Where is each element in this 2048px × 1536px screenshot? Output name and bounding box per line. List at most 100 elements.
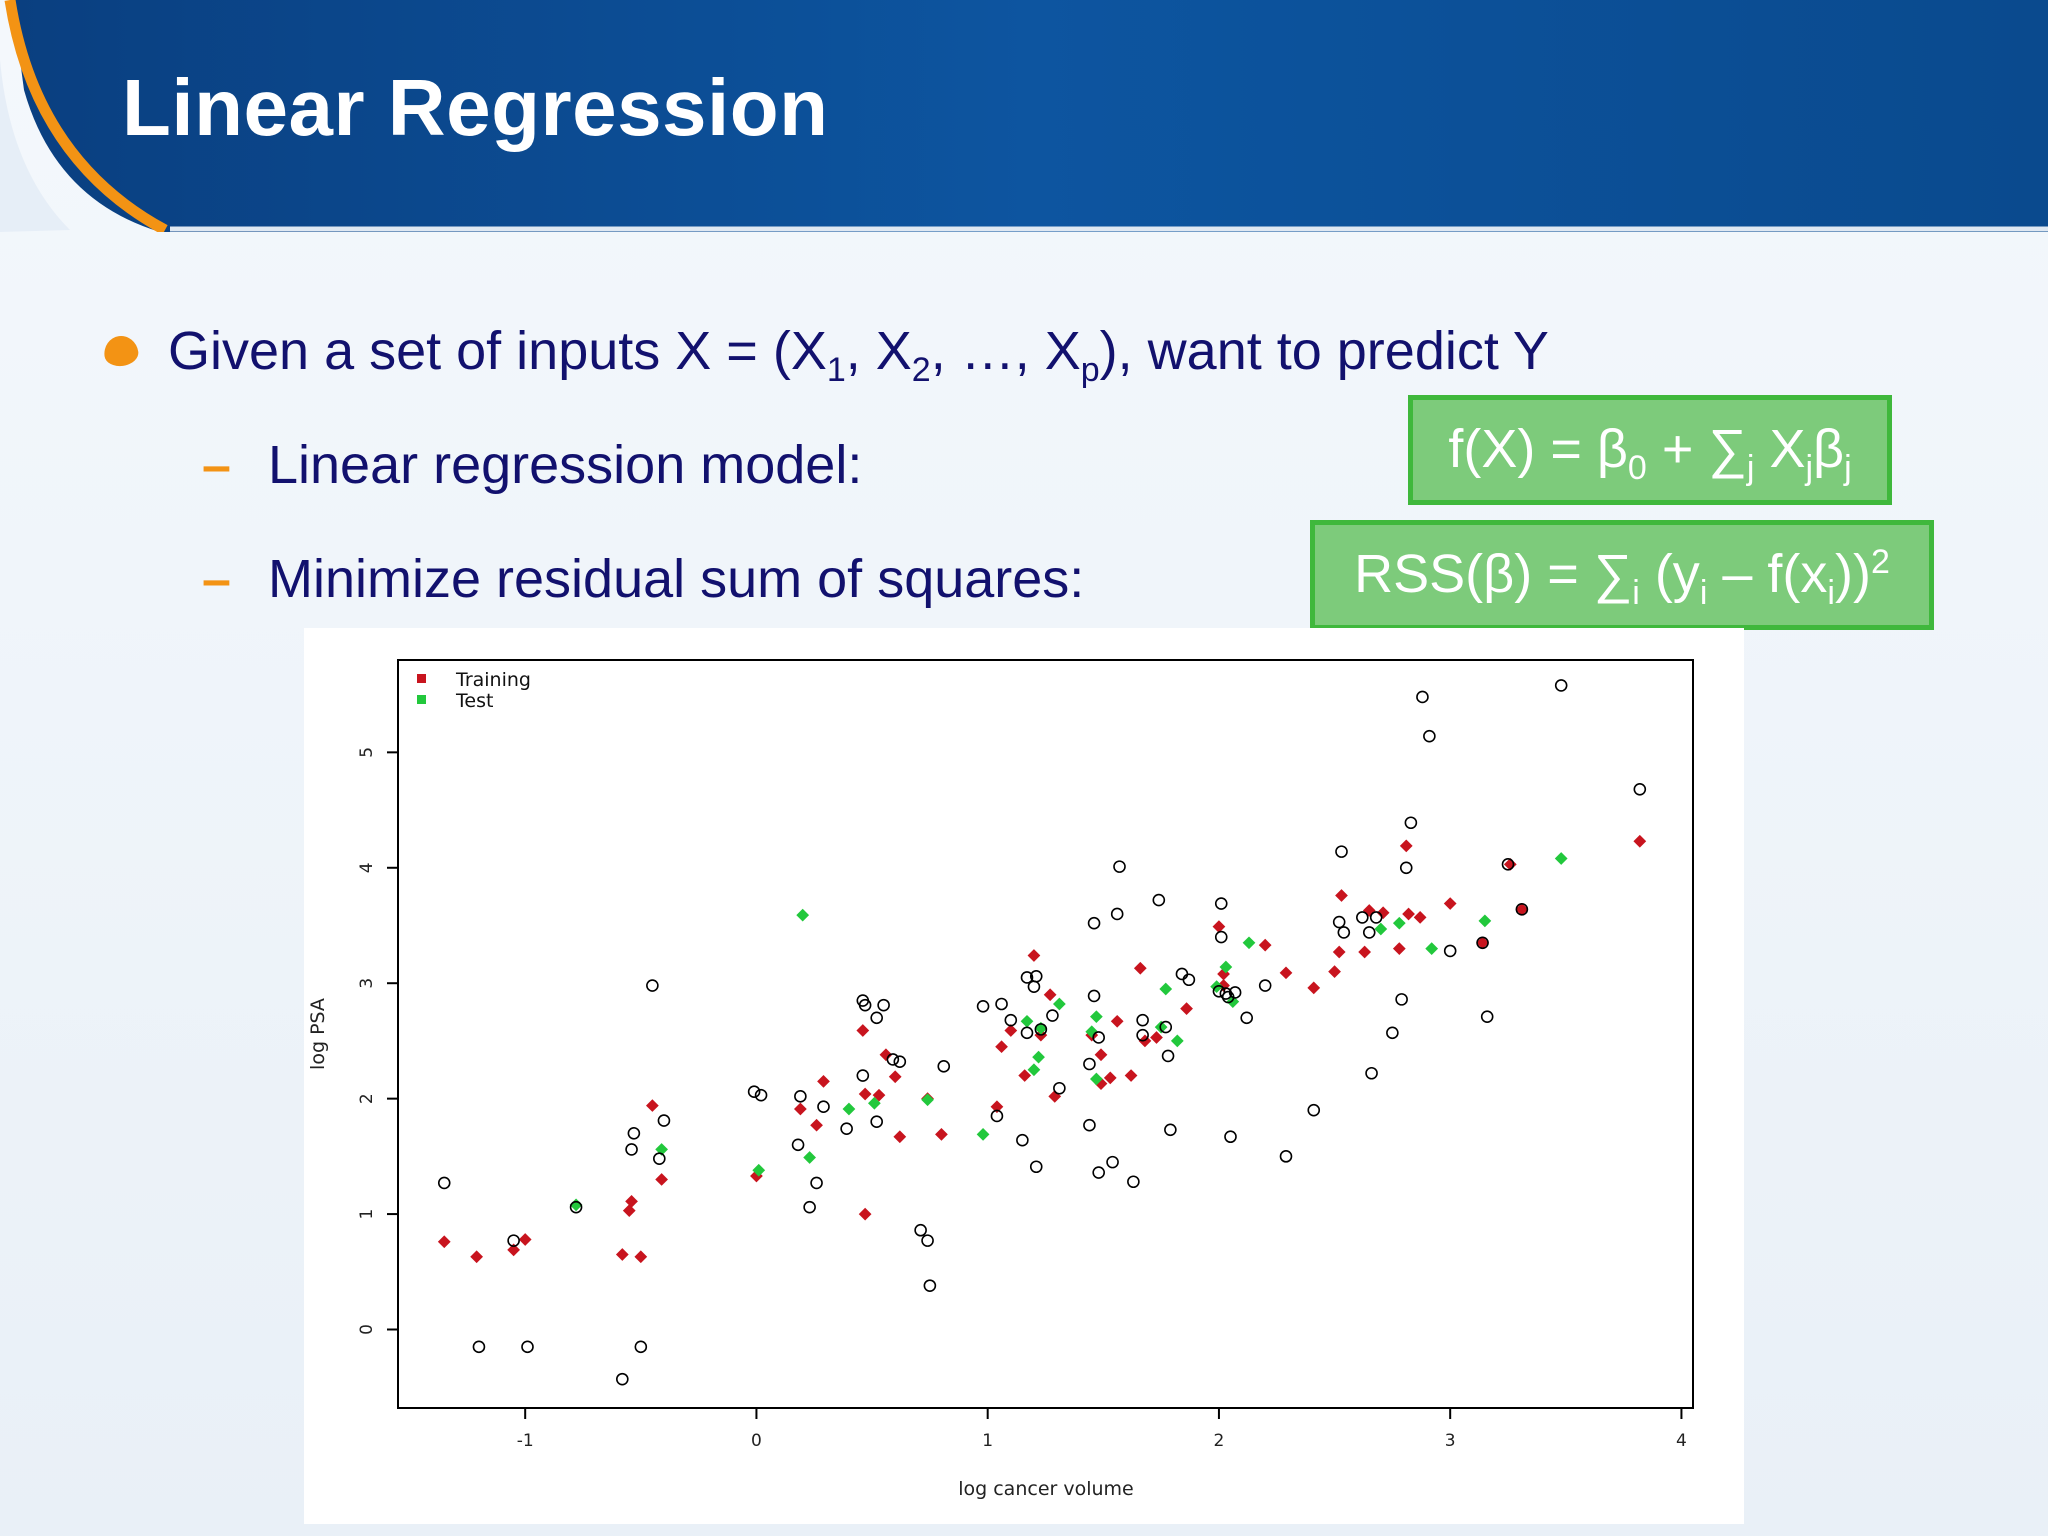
data-point-open — [1106, 1155, 1119, 1169]
data-point-open — [625, 1143, 638, 1156]
bullet-text-c2: , …, X — [930, 321, 1081, 381]
data-point-open — [1152, 893, 1166, 907]
formula-sub: i — [1699, 573, 1708, 612]
x-axis: -1 0 1 2 3 4 — [517, 1408, 1687, 1451]
dash-icon: – — [202, 437, 231, 495]
data-point-open — [1016, 1133, 1029, 1147]
formula-sub: i — [1632, 573, 1640, 612]
data-point-open — [657, 1114, 671, 1127]
data-point-open — [1214, 930, 1228, 944]
data-point-open — [1004, 1013, 1018, 1027]
data-point-open — [794, 1090, 807, 1103]
subscript-2: 2 — [911, 350, 931, 389]
data-point-training — [437, 1235, 451, 1249]
data-point-open — [1053, 1081, 1066, 1095]
data-point-open — [886, 1053, 900, 1066]
data-point-open — [1501, 858, 1515, 871]
data-point-open — [634, 1340, 648, 1354]
data-point-open — [1214, 897, 1228, 910]
data-point-open — [1020, 1026, 1034, 1040]
data-point-training — [856, 1024, 870, 1037]
data-point-training — [893, 1130, 907, 1144]
sub-bullet-rss: Minimize residual sum of squares: — [268, 549, 1085, 609]
data-point-open — [1554, 679, 1568, 692]
data-point-open — [921, 1234, 934, 1247]
data-point-open — [1110, 907, 1124, 921]
data-point-open — [1161, 1049, 1175, 1063]
data-point-open — [1083, 1118, 1096, 1132]
subscript-1: 1 — [826, 350, 846, 389]
y-tick-label: 3 — [357, 978, 377, 989]
data-point-open — [1423, 729, 1436, 743]
data-point-open — [1113, 860, 1126, 873]
data-point-open — [472, 1340, 486, 1354]
model-formula-box: f(X) = β0 + ∑j Xjβj — [1408, 395, 1892, 505]
data-point-open — [1480, 1010, 1494, 1023]
data-point-open — [937, 1060, 951, 1073]
data-point-open — [990, 1109, 1004, 1123]
formula-sup: 2 — [1870, 543, 1890, 581]
data-point-training — [615, 1248, 629, 1261]
legend-marker-test — [417, 695, 426, 704]
x-tick-label: 0 — [751, 1431, 762, 1451]
data-point-open — [870, 1011, 883, 1025]
data-point-open — [1335, 845, 1348, 858]
data-point-open — [1136, 1028, 1149, 1042]
sub-bullet-model: Linear regression model: — [268, 435, 863, 495]
formula-part: + ∑ — [1646, 419, 1747, 479]
data-point-open — [856, 1069, 870, 1082]
data-point-open — [1087, 989, 1101, 1003]
subscript-p: p — [1080, 350, 1100, 389]
formula-part: RSS(β) = ∑ — [1354, 544, 1633, 604]
legend-label-test: Test — [455, 690, 493, 712]
data-point-open — [840, 1122, 853, 1135]
y-tick-label: 1 — [357, 1209, 377, 1220]
formula-sub: j — [1746, 448, 1755, 487]
data-point-open — [1365, 1066, 1378, 1080]
y-tick-label: 4 — [357, 862, 377, 873]
data-point-open — [754, 1088, 768, 1102]
data-point-open — [1395, 993, 1408, 1006]
legend: Training Test — [417, 669, 531, 712]
slide-header: Linear Regression — [0, 0, 2048, 232]
data-point-open — [1399, 861, 1413, 875]
data-point-open — [1633, 782, 1647, 796]
data-point-training — [1094, 1048, 1108, 1062]
data-point-open — [1356, 911, 1369, 924]
data-point-test — [752, 1163, 766, 1177]
data-point-training — [1103, 1071, 1117, 1085]
x-axis-label: log cancer volume — [958, 1478, 1134, 1500]
slide-title: Linear Regression — [122, 63, 829, 152]
data-point-open — [1136, 1013, 1149, 1027]
formula-part: (y — [1639, 544, 1700, 604]
data-point-open — [627, 1126, 641, 1140]
data-points — [437, 679, 1647, 1386]
data-point-open — [1307, 1103, 1321, 1117]
formula-sub: i — [1827, 573, 1835, 612]
bullet-icon — [102, 333, 140, 369]
data-point-open — [1337, 926, 1351, 939]
main-bullet: Given a set of inputs X = (X1, X2, …, Xp… — [168, 320, 1549, 390]
data-point-open — [569, 1200, 583, 1214]
data-point-open — [1443, 944, 1457, 958]
data-point-open — [1476, 936, 1489, 950]
data-point-open — [1240, 1011, 1253, 1025]
data-point-open — [1362, 926, 1376, 939]
rss-formula-box: RSS(β) = ∑i (yi – f(xi))2 — [1310, 520, 1934, 630]
formula-sub: j — [1844, 448, 1852, 487]
formula-part: – f(x — [1707, 544, 1828, 604]
bullet-text-c1: , X — [845, 321, 912, 381]
data-point-open — [858, 998, 872, 1012]
data-point-open — [1159, 1020, 1173, 1034]
data-point-open — [616, 1372, 629, 1386]
y-tick-label: 0 — [357, 1324, 377, 1335]
data-point-open — [870, 1115, 883, 1129]
data-point-open — [1386, 1026, 1399, 1040]
data-point-open — [803, 1200, 816, 1214]
y-axis-label: log PSA — [307, 998, 329, 1070]
data-point-open — [976, 999, 990, 1013]
data-point-open — [1182, 973, 1196, 987]
data-point-open — [810, 1176, 823, 1190]
y-tick-label: 5 — [357, 747, 377, 758]
data-point-open — [1083, 1057, 1096, 1071]
